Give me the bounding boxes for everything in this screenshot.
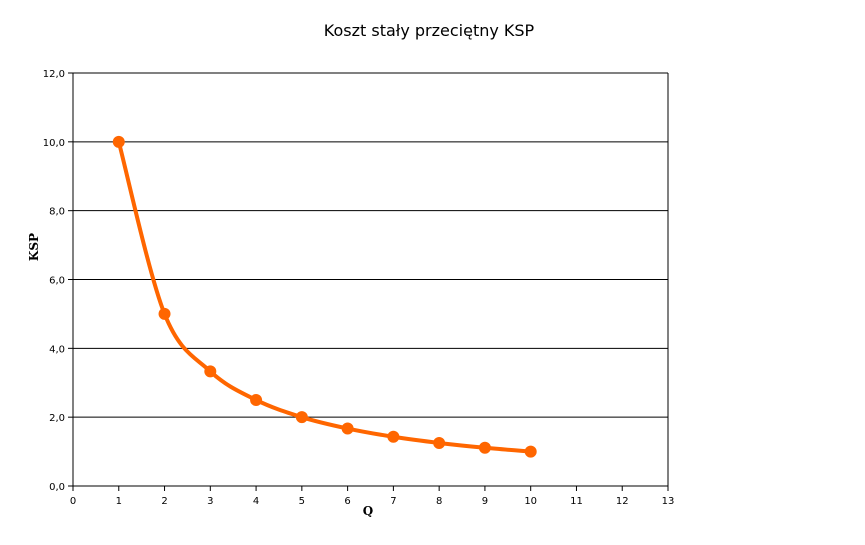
- chart-title: Koszt stały przeciętny KSP: [324, 21, 535, 40]
- axes: [68, 72, 669, 491]
- data-point: [158, 307, 171, 320]
- series-line: [116, 139, 533, 454]
- x-tick-label: 5: [299, 496, 305, 507]
- tick-labels: 0,02,04,06,08,010,012,00 1 2 3 4 5 6 7 8 9 10 11 12 1…: [43, 69, 675, 507]
- x-tick-label: 0: [70, 496, 76, 507]
- x-tick-label: 9: [482, 496, 488, 507]
- x-tick-label: 3: [207, 496, 213, 507]
- y-tick-label: 8,0: [49, 207, 65, 218]
- x-tick-label: 13: [662, 496, 675, 507]
- grid-lines: [73, 72, 668, 487]
- data-point: [433, 436, 446, 449]
- x-tick-label: 11: [570, 496, 583, 507]
- y-tick-label: 4,0: [49, 344, 65, 355]
- x-axis-label: Q: [363, 504, 373, 518]
- y-tick-label: 10,0: [43, 138, 65, 149]
- data-point: [204, 365, 217, 378]
- data-point: [112, 135, 125, 148]
- data-point: [295, 411, 308, 424]
- data-point: [250, 393, 263, 406]
- x-tick-label: 10: [524, 496, 537, 507]
- x-tick-label: 1: [116, 496, 122, 507]
- series-layer: [112, 135, 537, 458]
- data-point: [478, 441, 491, 454]
- y-tick-label: 12,0: [43, 69, 65, 80]
- x-tick-label: 8: [436, 496, 442, 507]
- x-tick-label: 7: [390, 496, 396, 507]
- data-point: [387, 430, 400, 443]
- x-tick-label: 4: [253, 496, 259, 507]
- y-tick-label: 0,0: [49, 482, 65, 493]
- data-point: [341, 422, 354, 435]
- y-tick-label: 2,0: [49, 413, 65, 424]
- x-tick-label: 12: [616, 496, 629, 507]
- y-axis-label: KSP: [27, 233, 41, 261]
- data-point: [524, 445, 537, 458]
- x-tick-label: 2: [161, 496, 167, 507]
- y-tick-label: 6,0: [49, 276, 65, 287]
- x-tick-label: 6: [344, 496, 350, 507]
